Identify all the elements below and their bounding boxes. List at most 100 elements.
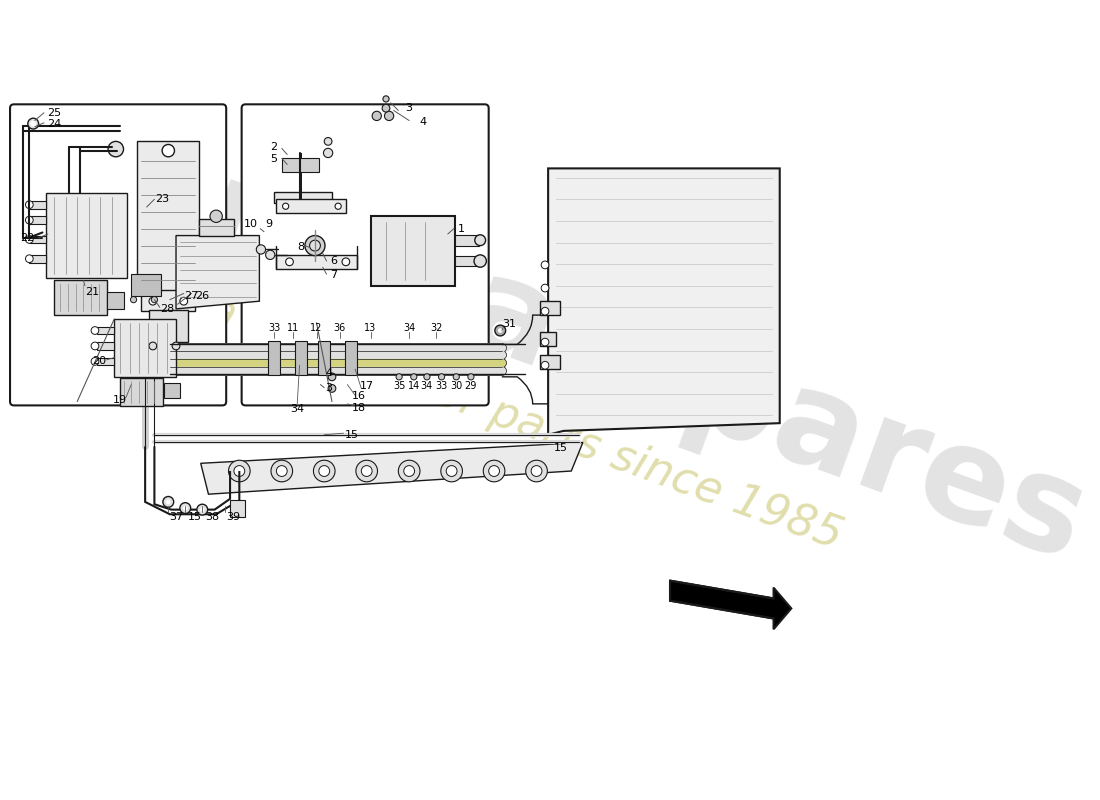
Text: 8: 8 [297,242,305,252]
Bar [131,274,161,296]
Circle shape [541,261,549,269]
Circle shape [404,466,415,477]
Text: 5: 5 [270,154,277,164]
Text: 38: 38 [206,512,219,522]
Text: 21: 21 [86,287,100,297]
Circle shape [342,258,350,266]
Bar [54,280,107,315]
Circle shape [271,460,293,482]
Circle shape [25,201,33,209]
Polygon shape [176,235,260,309]
Circle shape [180,502,190,514]
Bar [138,142,199,292]
Text: 15: 15 [553,443,568,453]
Text: a passion for parts since 1985: a passion for parts since 1985 [201,288,848,558]
Bar [295,342,307,375]
Circle shape [28,118,38,129]
Text: 33: 33 [436,381,448,391]
Circle shape [328,385,336,392]
Circle shape [256,245,265,254]
Text: 26: 26 [195,290,209,301]
Bar [268,342,280,375]
Bar [299,153,301,199]
Circle shape [441,460,462,482]
Circle shape [108,142,123,157]
Text: 17: 17 [360,381,374,391]
Circle shape [197,504,208,515]
Circle shape [526,460,548,482]
Circle shape [265,250,275,259]
Circle shape [25,255,33,262]
Bar [282,158,319,172]
Bar [97,326,114,334]
Circle shape [424,374,430,380]
Bar [114,319,176,377]
Text: 25: 25 [47,108,62,118]
Text: 18: 18 [352,402,366,413]
Circle shape [541,362,549,369]
Circle shape [131,297,136,302]
Circle shape [453,374,460,380]
Circle shape [286,258,294,266]
Bar [455,256,478,266]
Circle shape [361,466,372,477]
Circle shape [541,338,549,346]
Circle shape [385,111,394,121]
Circle shape [276,466,287,477]
Circle shape [531,466,542,477]
Circle shape [173,342,180,350]
Bar [148,310,188,342]
Text: 12: 12 [310,323,322,334]
Text: 13: 13 [364,323,376,334]
Circle shape [328,373,336,381]
Polygon shape [200,442,583,494]
Circle shape [234,466,244,477]
Circle shape [498,328,503,333]
Circle shape [91,342,99,350]
Circle shape [541,284,549,292]
Bar [540,301,560,315]
Text: 32: 32 [430,323,442,334]
Text: 31: 31 [503,319,517,330]
Circle shape [396,374,403,380]
Text: 14: 14 [408,381,420,391]
Circle shape [229,460,250,482]
Text: eurocarspares: eurocarspares [56,104,1100,588]
Bar [276,255,358,269]
Text: 34: 34 [421,381,433,391]
Bar [30,201,46,209]
Circle shape [324,138,332,146]
Bar [164,383,180,398]
Text: 7: 7 [330,270,337,280]
Circle shape [148,298,156,305]
Circle shape [148,342,156,350]
Text: 3: 3 [406,103,412,113]
Text: 19: 19 [112,395,126,405]
Circle shape [163,497,174,507]
Circle shape [495,325,506,336]
Bar [199,218,234,235]
Circle shape [309,240,320,251]
Text: 6: 6 [330,256,337,266]
Circle shape [166,499,170,504]
Circle shape [31,122,35,126]
Polygon shape [670,581,791,630]
Circle shape [314,460,336,482]
Text: 9: 9 [265,219,272,229]
Circle shape [336,203,341,210]
Text: 11: 11 [287,323,299,334]
Text: 34: 34 [403,323,416,334]
Bar [274,191,332,203]
Bar [46,193,128,278]
Text: 22: 22 [20,233,34,243]
Text: 2: 2 [270,142,277,152]
Bar [30,216,46,224]
Circle shape [283,203,288,210]
Text: 30: 30 [450,381,462,391]
Circle shape [474,255,486,267]
Circle shape [25,216,33,224]
Circle shape [356,460,377,482]
Bar [97,358,114,366]
Bar [371,216,455,286]
Circle shape [323,148,332,158]
